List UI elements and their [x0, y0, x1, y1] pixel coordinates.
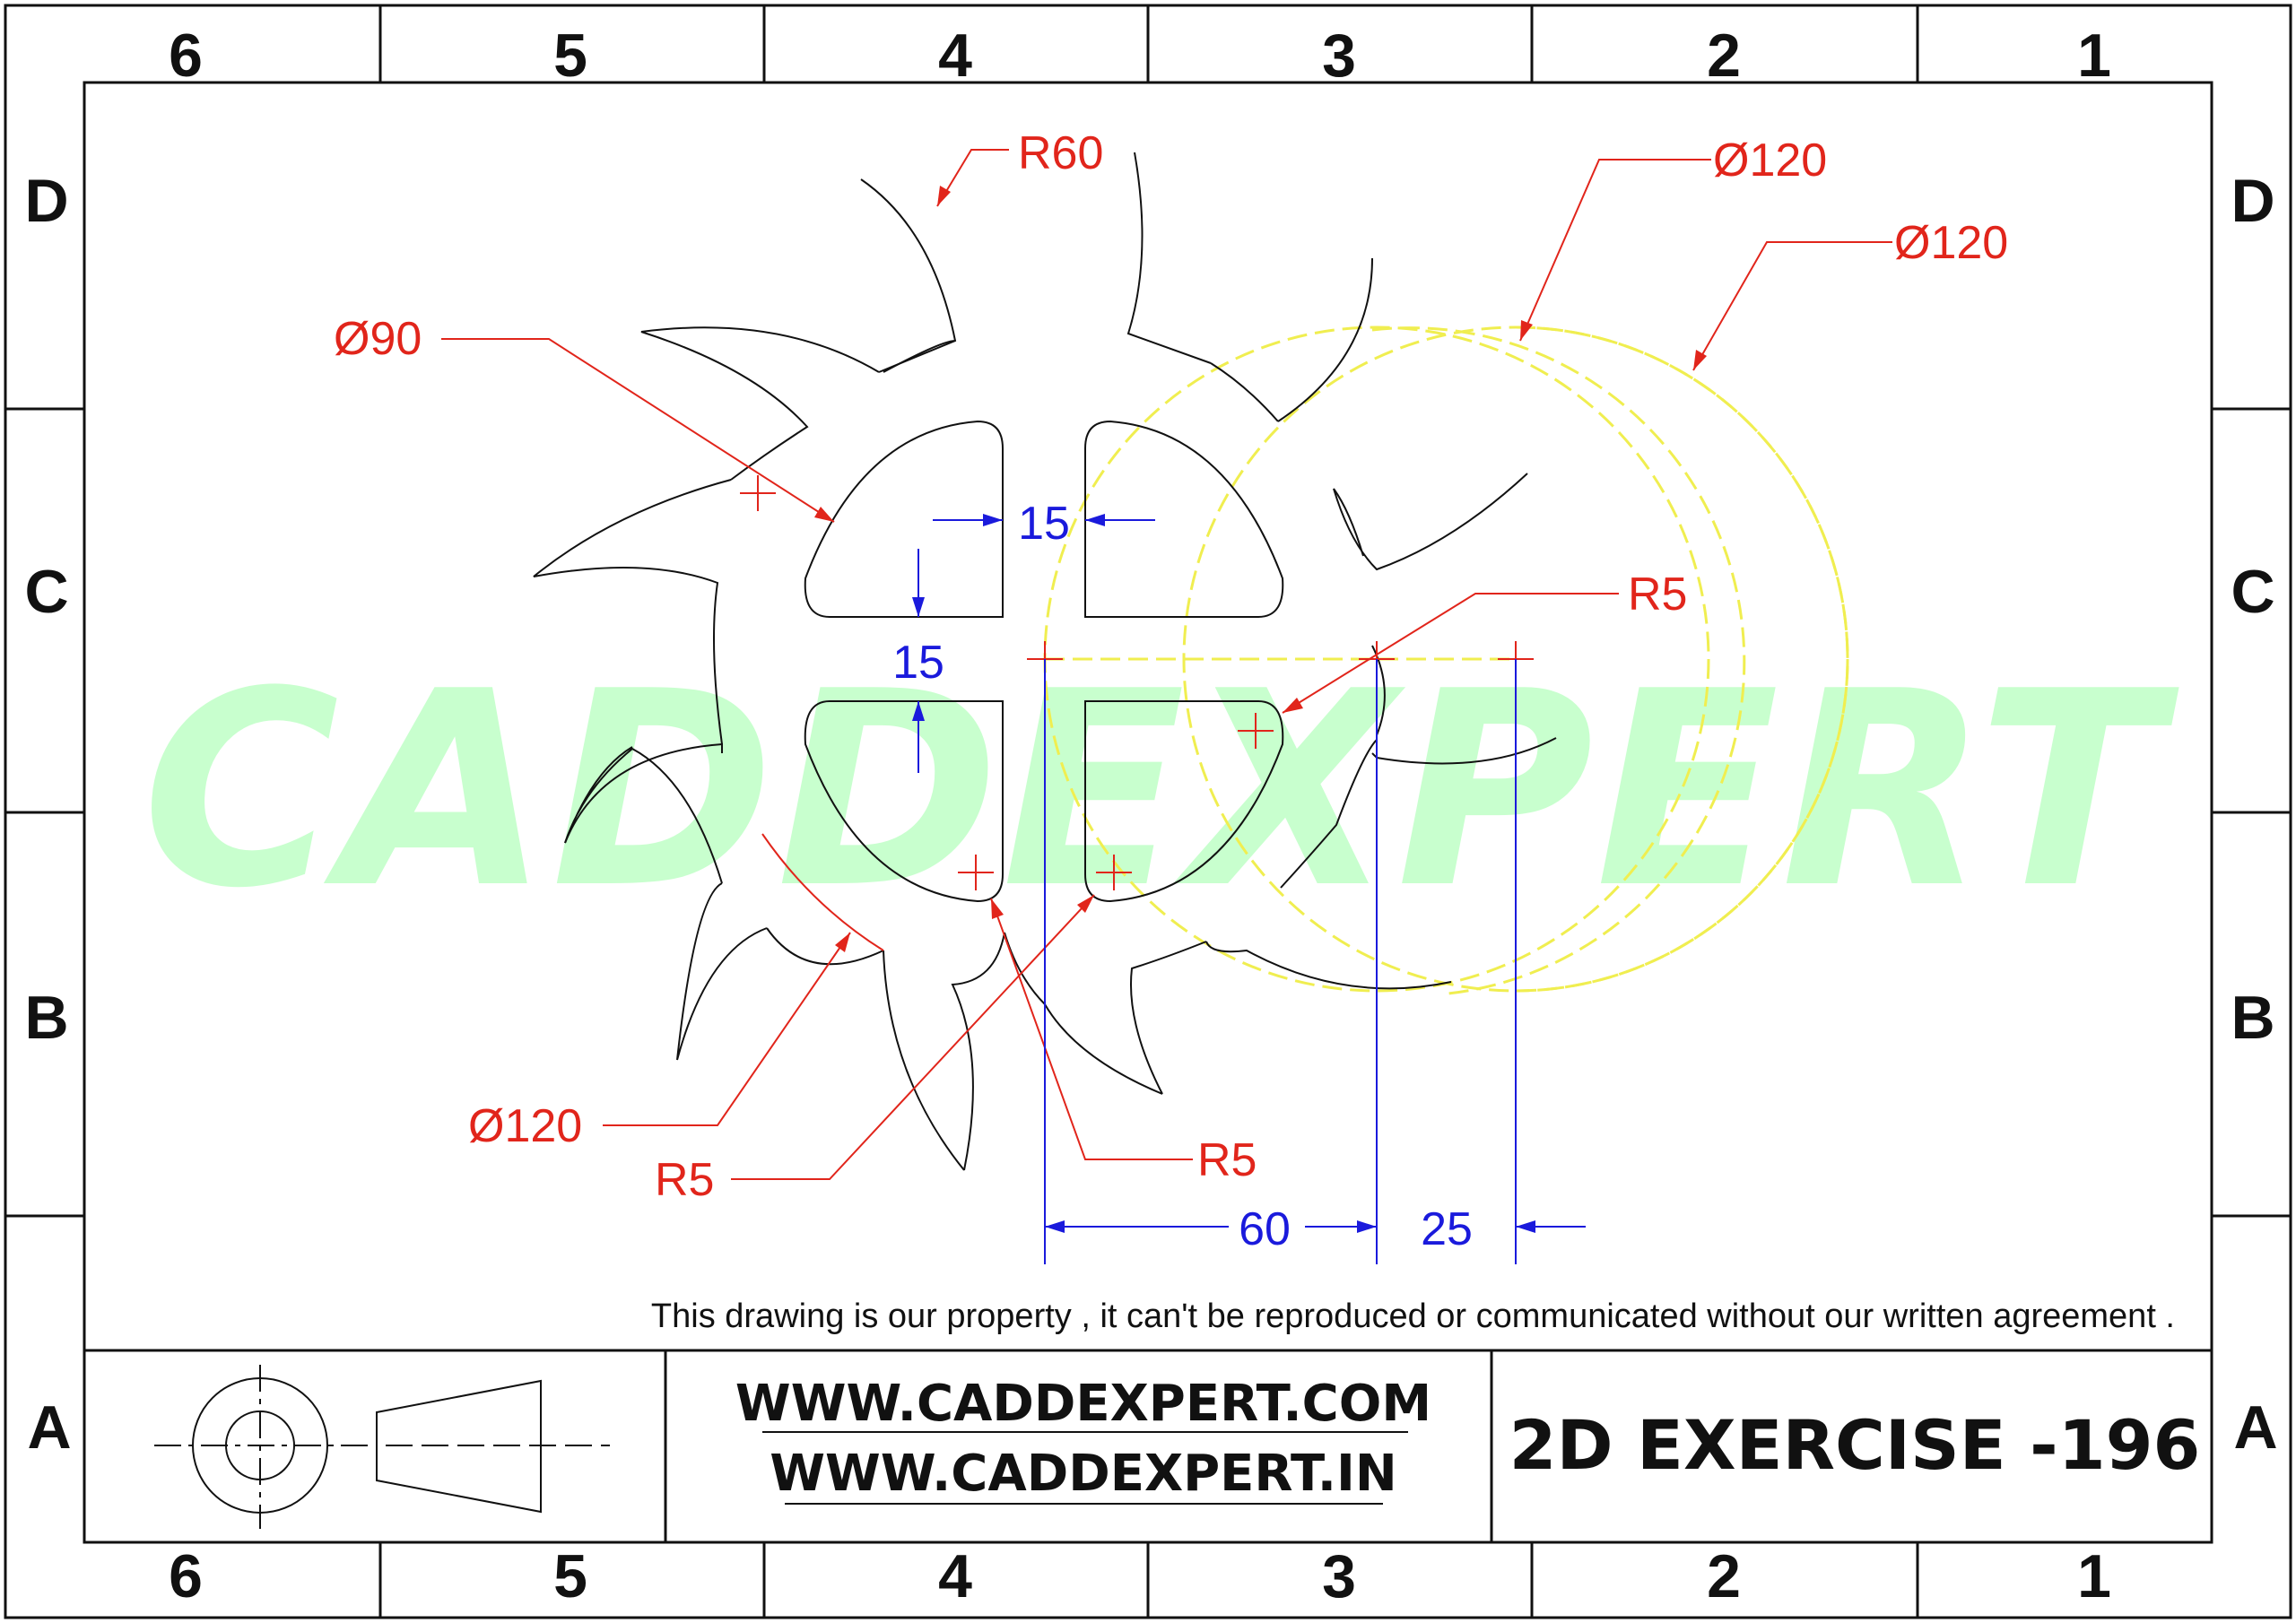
website-com[interactable]: WWW.CADDEXPERT.COM: [735, 1375, 1431, 1433]
column-labels: 6 5 4 3 2 1 6 5 4 3 2 1: [169, 22, 2111, 1610]
col-label-top: 1: [2077, 22, 2111, 90]
dim-gap-horizontal: 15: [1018, 498, 1070, 550]
dim-dia120-left: Ø120: [468, 1100, 582, 1152]
row-label-left: B: [24, 984, 68, 1052]
dim-r5-right: R5: [1628, 568, 1687, 621]
dimension-labels: R60 Ø90 Ø120 Ø120 R5 Ø120 R5 R5 15 15 60…: [334, 127, 2008, 1255]
property-notice: This drawing is our property , it can't …: [651, 1298, 2175, 1335]
col-label-bottom: 1: [2077, 1542, 2111, 1610]
row-label-right: B: [2231, 984, 2274, 1052]
row-label-left: C: [24, 558, 68, 626]
dim-25: 25: [1421, 1203, 1473, 1255]
row-label-right: D: [2231, 167, 2274, 235]
center-marks: [740, 475, 1534, 951]
exercise-title: 2D EXERCISE -196: [1509, 1405, 2201, 1485]
dim-r60: R60: [1018, 127, 1103, 179]
row-label-left: A: [27, 1393, 71, 1462]
inner-slots: [804, 420, 1284, 903]
row-label-right: A: [2233, 1393, 2277, 1462]
dim-60: 60: [1239, 1203, 1291, 1255]
dim-dia120-right: Ø120: [1894, 217, 2008, 269]
caddexpert-watermark: CADDEXPERT: [142, 634, 2179, 947]
title-block: WWW.CADDEXPERT.COM WWW.CADDEXPERT.IN 2D …: [84, 1349, 2212, 1542]
blue-dimension-lines: [912, 514, 1586, 1264]
col-label-top: 6: [169, 22, 203, 90]
col-label-top: 4: [938, 22, 972, 90]
col-label-top: 2: [1707, 22, 1741, 90]
col-label-bottom: 3: [1322, 1542, 1356, 1610]
row-label-left: D: [24, 167, 68, 235]
col-label-top: 3: [1322, 22, 1356, 90]
red-leaders: [441, 149, 1892, 1180]
projection-symbol-icon: [154, 1365, 610, 1529]
row-labels: D C B A D C B A: [24, 167, 2277, 1462]
spiked-wheel-outline: [533, 152, 1557, 1171]
dim-dia120-top: Ø120: [1713, 135, 1827, 187]
website-in[interactable]: WWW.CADDEXPERT.IN: [770, 1445, 1396, 1503]
dim-dia90: Ø90: [334, 313, 422, 365]
dim-gap-vertical: 15: [892, 637, 944, 689]
dim-r5-left: R5: [655, 1154, 714, 1206]
col-label-bottom: 2: [1707, 1542, 1741, 1610]
row-label-right: C: [2231, 558, 2274, 626]
dim-r5-bottom: R5: [1197, 1134, 1257, 1186]
col-label-bottom: 5: [553, 1542, 587, 1610]
drawing-frame: [4, 4, 2292, 1619]
col-label-bottom: 4: [938, 1542, 972, 1610]
col-label-top: 5: [553, 22, 587, 90]
col-label-bottom: 6: [169, 1542, 203, 1610]
